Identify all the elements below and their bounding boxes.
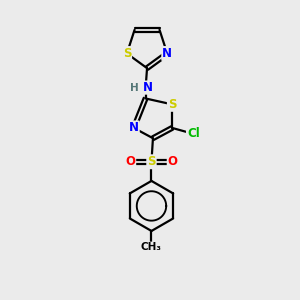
- Text: N: N: [162, 47, 172, 60]
- Text: O: O: [125, 155, 135, 168]
- Text: CH₃: CH₃: [141, 242, 162, 252]
- Text: N: N: [129, 122, 139, 134]
- Text: S: S: [168, 98, 176, 111]
- Text: S: S: [123, 47, 131, 60]
- Text: N: N: [143, 81, 153, 94]
- Text: S: S: [147, 155, 156, 168]
- Text: O: O: [168, 155, 178, 168]
- Text: H: H: [130, 82, 139, 93]
- Text: Cl: Cl: [187, 127, 200, 140]
